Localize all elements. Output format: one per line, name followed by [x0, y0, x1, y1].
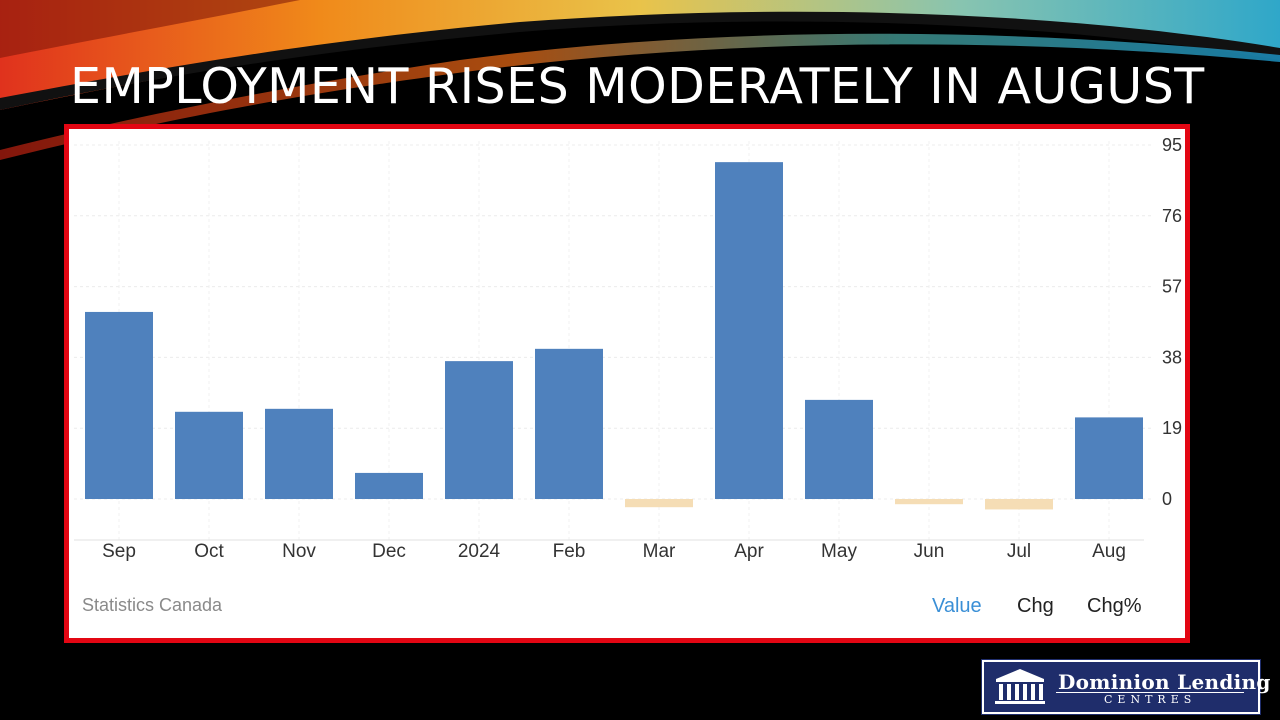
building-columns-icon	[995, 669, 1045, 704]
tab-chg-percent[interactable]: Chg%	[1087, 595, 1142, 617]
x-tick-label: 2024	[458, 541, 501, 562]
bar-dec	[355, 472, 423, 499]
y-tick-label: 95	[1162, 135, 1182, 155]
dominion-lending-logo: Dominion Lending CENTRES	[981, 659, 1270, 715]
chart-container: 0 19 38 57 76 95 Sep Oct Nov Dec 2024 Feb Mar Apr May J…	[64, 124, 1190, 643]
x-tick-label: Sep	[102, 541, 136, 562]
bar-jun	[895, 499, 963, 505]
y-tick-label: 76	[1162, 206, 1182, 226]
bar-chart: 0 19 38 57 76 95 Sep Oct Nov Dec 2024 Feb Mar Apr May J…	[74, 135, 1182, 562]
tab-chg[interactable]: Chg	[1017, 595, 1054, 617]
bar-2024	[445, 361, 513, 499]
logo-text-sub: CENTRES	[1104, 693, 1197, 706]
x-tick-label: Aug	[1092, 541, 1126, 562]
x-tick-label: Apr	[734, 541, 764, 562]
x-tick-label: May	[821, 541, 857, 562]
y-tick-label: 19	[1162, 418, 1182, 438]
bar-oct	[175, 411, 243, 499]
bar-may	[805, 399, 873, 499]
x-tick-label: Jul	[1007, 541, 1031, 562]
bar-aug	[1075, 417, 1143, 499]
slide-title: EMPLOYMENT RISES MODERATELY IN AUGUST	[70, 58, 1205, 115]
bar-apr	[715, 162, 783, 499]
bar-feb	[535, 348, 603, 499]
x-tick-label: Dec	[372, 541, 406, 562]
x-tick-label: Jun	[914, 541, 945, 562]
bar-jul	[985, 499, 1053, 510]
x-tick-label: Mar	[643, 541, 676, 562]
logo-divider	[1056, 692, 1244, 693]
bar-mar	[625, 499, 693, 508]
tab-value[interactable]: Value	[932, 595, 982, 617]
bar-sep	[85, 311, 153, 499]
logo-text-main: Dominion Lending	[1058, 670, 1271, 694]
x-tick-label: Oct	[194, 541, 224, 562]
y-tick-label: 38	[1162, 347, 1182, 367]
bar-nov	[265, 408, 333, 499]
y-tick-label: 0	[1162, 489, 1172, 509]
title-swoosh-decoration	[0, 0, 1280, 160]
x-tick-label: Feb	[553, 541, 586, 562]
y-tick-label: 57	[1162, 277, 1182, 297]
x-tick-label: Nov	[282, 541, 316, 562]
chart-source-label: Statistics Canada	[82, 595, 223, 615]
